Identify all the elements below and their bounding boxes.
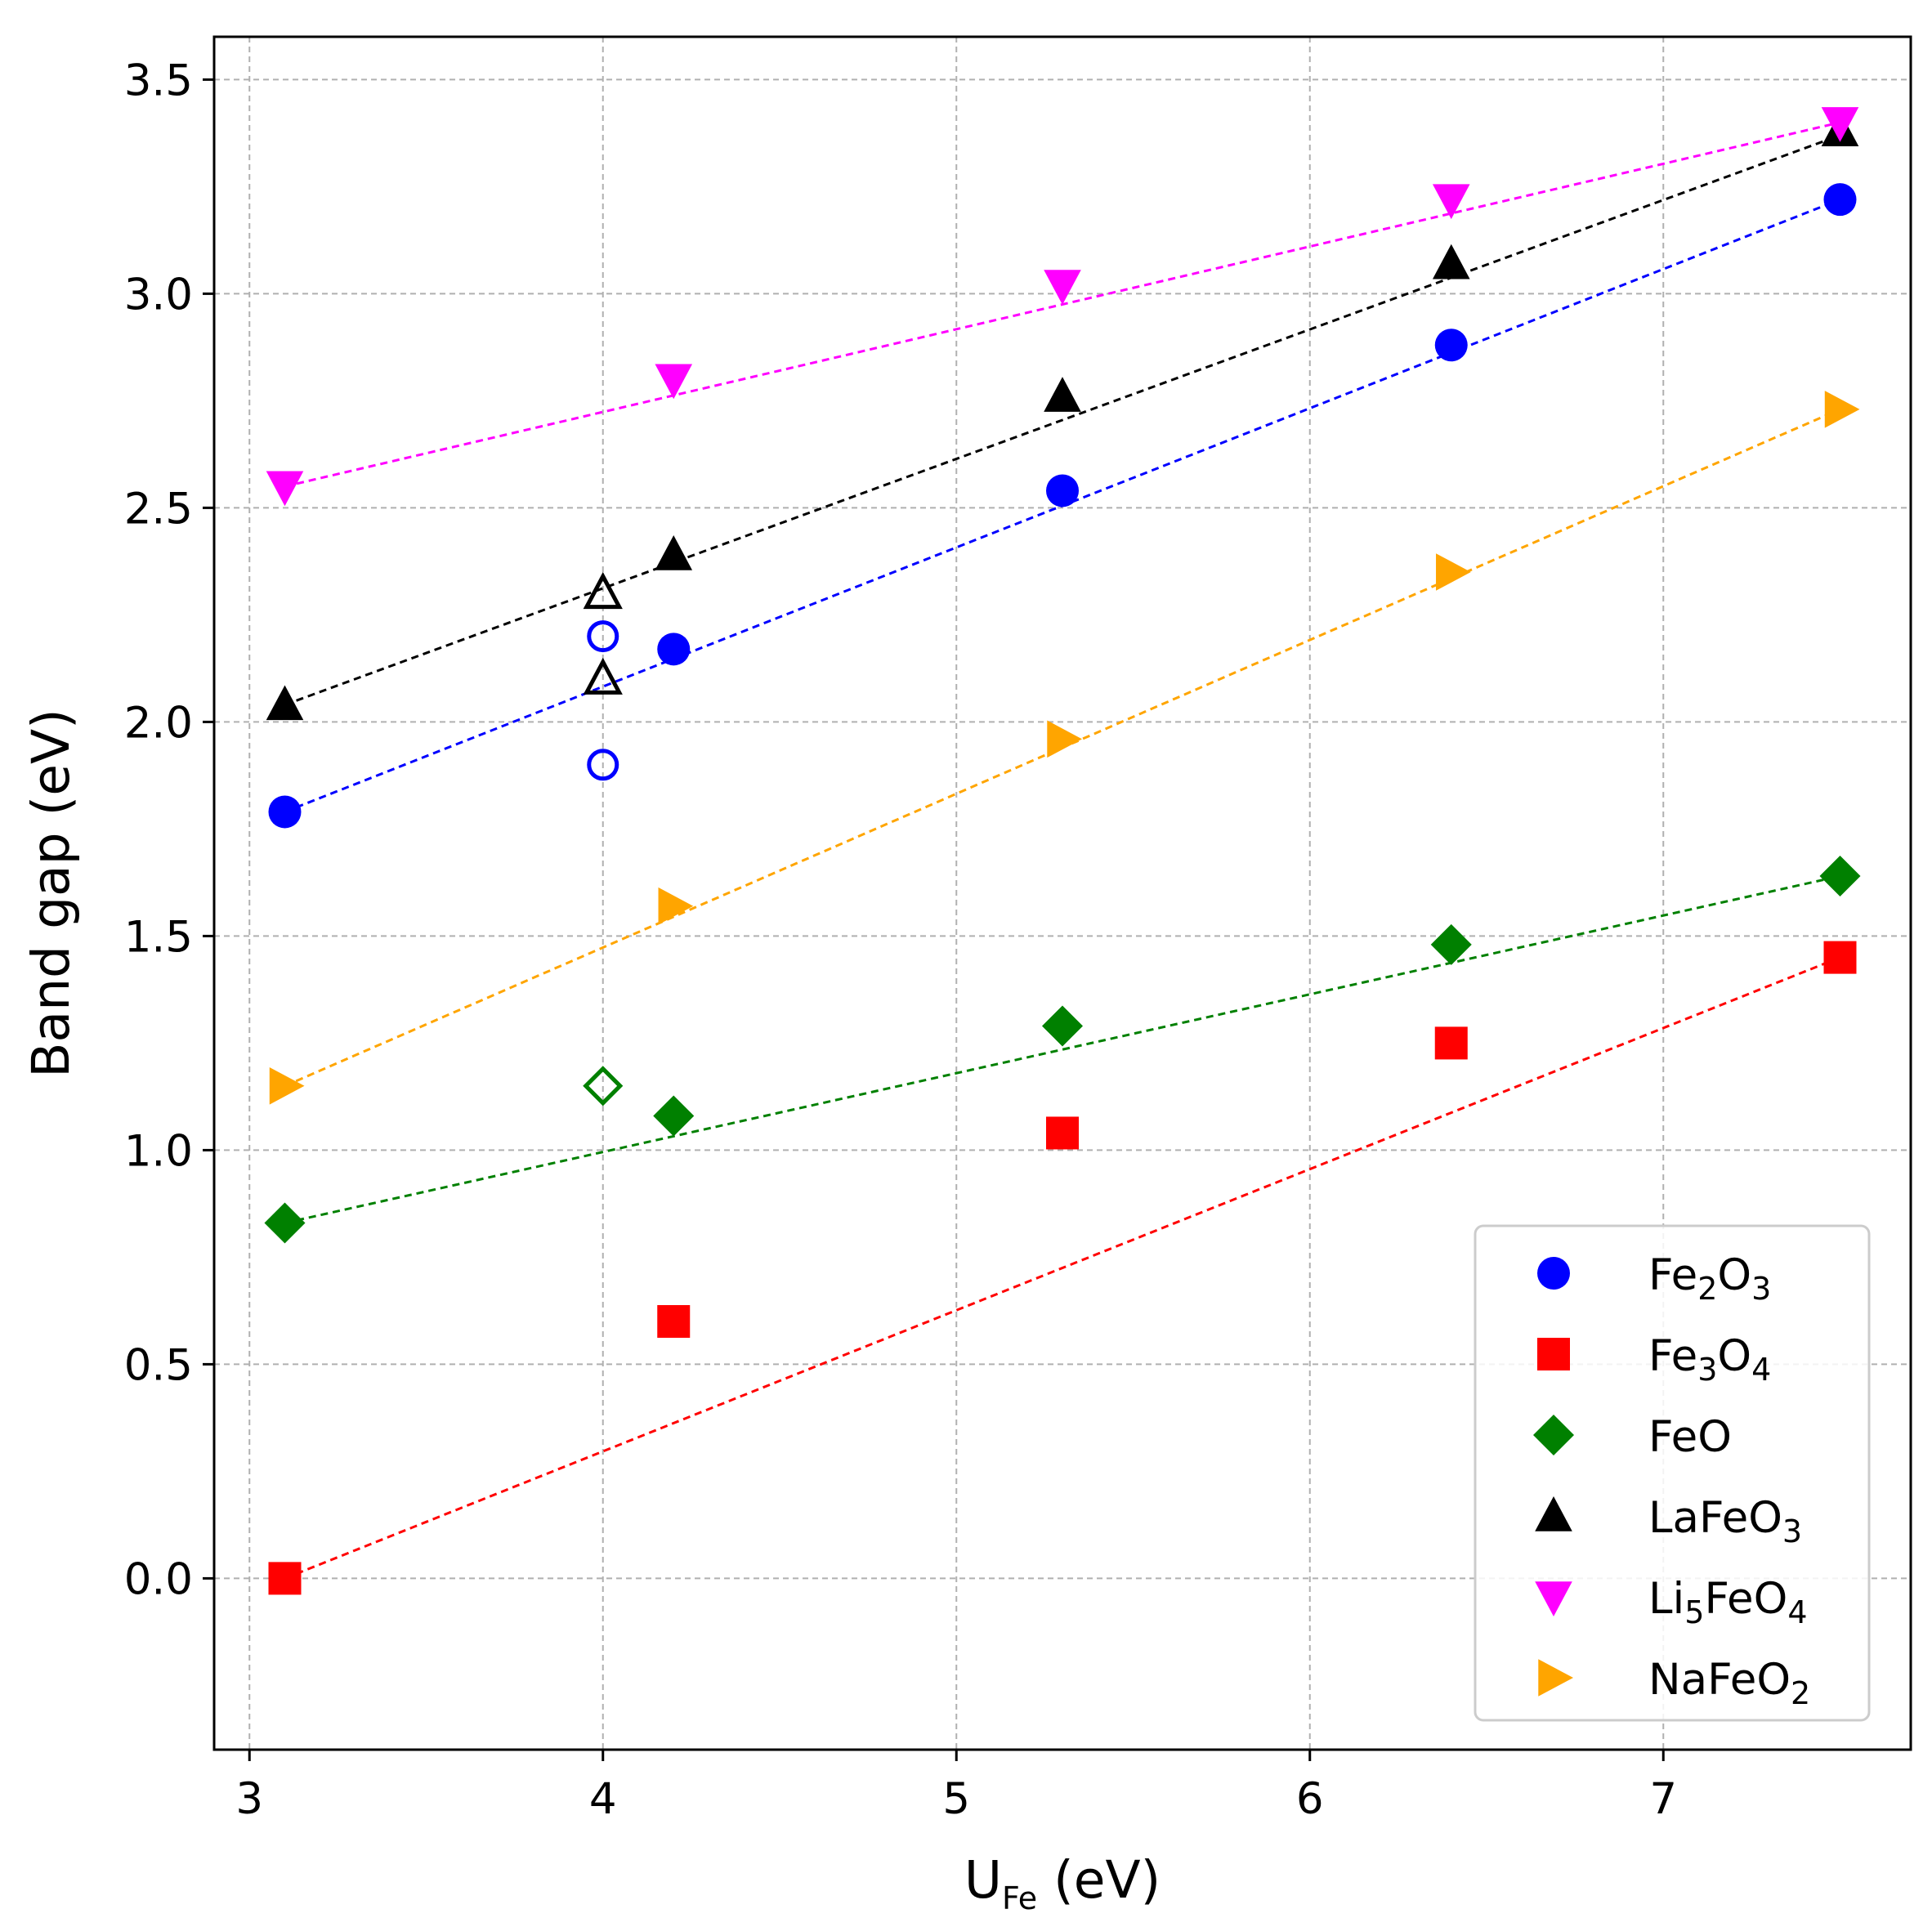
point-li5feo4 — [1432, 184, 1470, 220]
legend-marker-nafeo2 — [1538, 1659, 1573, 1697]
point-feo — [264, 1202, 306, 1244]
x-tick-label: 7 — [1649, 1774, 1677, 1824]
y-tick-label: 0.5 — [124, 1340, 193, 1390]
x-tick-label: 5 — [942, 1774, 970, 1824]
fit-line-fe3o4 — [284, 956, 1841, 1580]
axes-layer: 3 4 5 6 7 0.0 0.5 1.0 1.5 2.0 2.5 3.0 3.5 UFe (eV) Ban… — [21, 35, 1912, 1916]
point-fe3o4 — [657, 1305, 691, 1338]
x-tick-label: 6 — [1296, 1774, 1324, 1824]
legend-label-lafeo3: LaFeO3 — [1648, 1493, 1802, 1549]
open-point-lafeo3 — [583, 657, 623, 695]
plot-frame — [212, 35, 1912, 1751]
point-fe2o3 — [1046, 474, 1079, 507]
point-nafeo2 — [658, 887, 694, 925]
y-tick-label: 1.0 — [124, 1126, 193, 1176]
point-lafeo3 — [1432, 244, 1470, 279]
point-fe3o4 — [268, 1562, 302, 1595]
point-feo — [1819, 856, 1861, 897]
point-lafeo3 — [1044, 377, 1081, 412]
point-feo — [1042, 1005, 1083, 1047]
point-li5feo4 — [655, 364, 693, 400]
legend-label-nafeo2: NaFeO2 — [1648, 1655, 1810, 1711]
point-lafeo3 — [266, 685, 304, 721]
y-axis-label: Band gap (eV) — [21, 709, 81, 1077]
point-fe2o3 — [268, 795, 302, 829]
legend-label-feo: FeO — [1648, 1412, 1732, 1462]
open-point-lafeo3 — [583, 571, 623, 610]
point-nafeo2 — [1436, 553, 1471, 591]
markers-layer — [264, 107, 1861, 1595]
legend-marker-li5feo4 — [1535, 1581, 1572, 1616]
legend-label-li5feo4: Li5FeO4 — [1648, 1574, 1808, 1630]
point-nafeo2 — [1824, 391, 1860, 428]
legend-box — [1474, 1224, 1871, 1722]
point-fe3o4 — [1046, 1116, 1079, 1150]
y-tick-label: 1.5 — [124, 912, 193, 962]
legend-label-fe2o3: Fe2O3 — [1648, 1250, 1771, 1307]
y-tick-label: 3.5 — [124, 56, 193, 105]
legend-label-fe3o4: Fe3O4 — [1648, 1331, 1771, 1388]
x-tick-label: 4 — [589, 1774, 617, 1824]
y-tick-label: 0.0 — [124, 1554, 193, 1604]
y-tick-label: 3.0 — [124, 270, 193, 320]
open-point-feo — [583, 1066, 624, 1107]
fit-line-lafeo3 — [284, 134, 1841, 706]
y-tick-label: 2.5 — [124, 484, 193, 534]
legend-marker-lafeo3 — [1535, 1496, 1572, 1531]
legend-marker-feo — [1533, 1415, 1574, 1455]
x-axis-label: UFe (eV) — [964, 1850, 1161, 1916]
point-nafeo2 — [269, 1067, 305, 1105]
x-tick-label: 3 — [235, 1774, 263, 1824]
point-fe2o3 — [1434, 329, 1468, 362]
point-fe3o4 — [1823, 941, 1857, 974]
point-fe3o4 — [1434, 1026, 1468, 1060]
point-fe2o3 — [657, 633, 691, 666]
point-li5feo4 — [1821, 107, 1859, 142]
fit-line-feo — [284, 874, 1840, 1224]
point-lafeo3 — [655, 535, 693, 570]
point-nafeo2 — [1047, 720, 1082, 758]
open-point-fe2o3 — [587, 620, 619, 653]
point-feo — [1430, 923, 1472, 965]
legend-marker-fe3o4 — [1537, 1338, 1570, 1370]
legend-marker-fe2o3 — [1537, 1257, 1570, 1290]
open-point-fe2o3 — [587, 749, 619, 781]
point-feo — [653, 1095, 695, 1137]
point-li5feo4 — [1044, 270, 1081, 305]
point-fe2o3 — [1823, 183, 1857, 217]
point-li5feo4 — [266, 471, 304, 507]
y-tick-label: 2.0 — [124, 698, 193, 748]
legend: Fe2O3 Fe3O4 FeO LaFeO3 Li5FeO4 NaFeO2 — [1474, 1224, 1871, 1722]
